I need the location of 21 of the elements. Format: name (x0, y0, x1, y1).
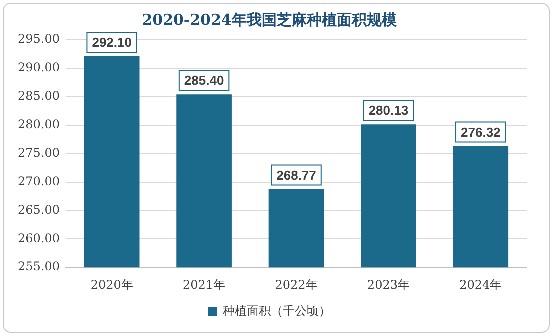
data-label: 276.32 (461, 124, 501, 140)
data-label: 280.13 (368, 103, 409, 118)
chart-title: 2020-2024年我国芝麻种植面积规模 (142, 10, 398, 29)
x-tick-label: 2022年 (275, 278, 318, 292)
y-tick-label: 275.00 (18, 146, 60, 160)
y-tick-label: 255.00 (18, 260, 60, 274)
data-label: 292.10 (92, 35, 132, 50)
legend-label: 种植面积（千公顷） (223, 304, 331, 318)
y-tick-label: 265.00 (18, 202, 60, 217)
x-tick-label: 2023年 (367, 278, 410, 292)
y-tick-label: 295.00 (18, 32, 60, 46)
y-tick-label: 260.00 (18, 231, 60, 246)
x-tick-label: 2021年 (183, 278, 226, 292)
y-tick-label: 280.00 (18, 117, 60, 132)
x-tick-label: 2020年 (90, 278, 134, 292)
y-tick-label: 270.00 (18, 174, 60, 188)
y-tick-label: 285.00 (18, 89, 60, 104)
data-label: 268.77 (276, 168, 316, 183)
y-tick-label: 290.00 (18, 60, 60, 75)
data-label: 285.40 (184, 73, 224, 88)
x-tick-label: 2024年 (460, 278, 502, 292)
